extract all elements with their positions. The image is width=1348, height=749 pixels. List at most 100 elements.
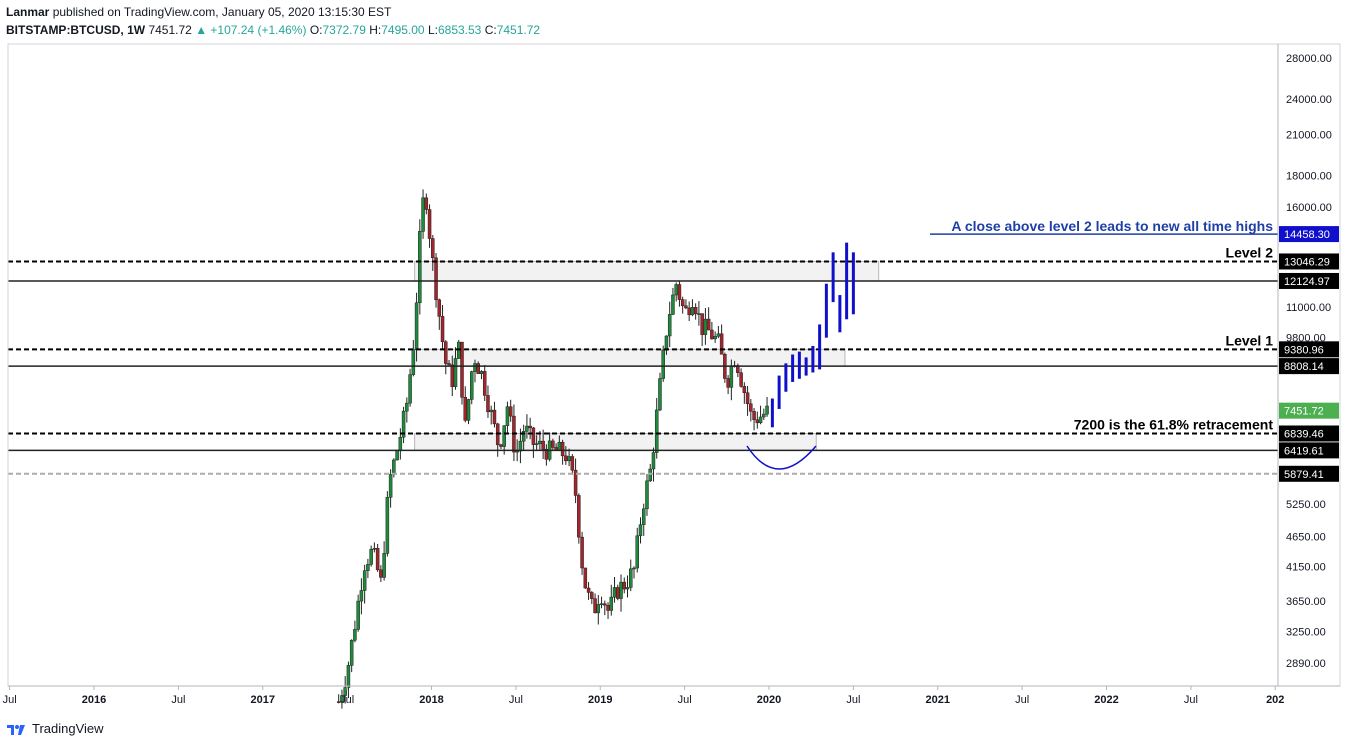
candle <box>525 414 529 439</box>
candle <box>379 565 383 583</box>
candle-body-down <box>437 299 442 317</box>
candle <box>570 454 575 475</box>
candle-body-down <box>541 440 545 450</box>
candle <box>638 517 643 544</box>
candle <box>424 193 429 215</box>
candle <box>382 541 386 581</box>
candle-body-up <box>654 409 659 453</box>
candle <box>690 299 695 317</box>
y-tick-label: 11000.00 <box>1286 302 1331 314</box>
candle-body-down <box>622 581 627 590</box>
high-value: 7495.00 <box>381 23 425 37</box>
candle-body-down <box>447 363 451 366</box>
candle <box>349 639 354 673</box>
candle-body-up <box>356 600 360 630</box>
candle-body-down <box>460 341 464 398</box>
candle <box>693 303 698 320</box>
candle-body-down <box>531 427 536 445</box>
x-tick-label: 2021 <box>926 694 950 706</box>
candle <box>521 424 526 451</box>
low-label: L: <box>427 23 438 37</box>
tradingview-footer[interactable]: TradingView <box>6 721 104 736</box>
y-tick-label: 28000.00 <box>1286 53 1332 65</box>
candle <box>431 235 435 271</box>
candle <box>677 281 682 307</box>
candle-body-down <box>375 548 380 571</box>
candle-body-down <box>680 299 685 307</box>
candle <box>551 438 555 451</box>
candle-body-up <box>408 374 412 404</box>
candle <box>476 361 480 374</box>
candle-body-up <box>596 604 601 614</box>
candle <box>629 559 633 592</box>
candle-body-up <box>599 603 604 605</box>
candle <box>427 204 432 248</box>
candle-body-up <box>625 587 630 590</box>
open-label: O: <box>309 23 323 37</box>
candle-body-up <box>538 440 542 444</box>
candle-body-up <box>641 508 646 525</box>
candle-body-up <box>762 413 766 418</box>
candle <box>603 600 607 616</box>
candle-body-down <box>564 455 568 462</box>
candle <box>580 531 584 575</box>
candle-body-down <box>749 403 753 412</box>
candle <box>713 331 717 343</box>
candle <box>622 577 627 594</box>
candle-body-up <box>629 568 633 588</box>
candle-body-down <box>684 305 688 309</box>
candle-body-down <box>593 598 597 614</box>
low-value: 6853.53 <box>437 23 482 37</box>
candle <box>489 405 493 425</box>
author-name[interactable]: Lanmar <box>6 5 50 19</box>
y-tick-label: 4150.00 <box>1286 562 1326 574</box>
annotation-level-2: Level 2 <box>1226 244 1274 260</box>
candle-body-down <box>752 411 756 420</box>
price-label: 12124.97 <box>1279 272 1339 289</box>
candle <box>752 408 756 431</box>
publish-line: Lanmar published on TradingView.com, Jan… <box>6 4 1006 20</box>
candle <box>343 676 347 704</box>
candle-body-up <box>401 410 406 438</box>
candle <box>632 566 636 579</box>
candle-body-down <box>580 536 584 569</box>
candle-body-up <box>765 405 769 415</box>
candle-body-up <box>418 231 422 304</box>
candle-body-up <box>349 639 354 666</box>
candle-body-up <box>340 695 344 703</box>
symbol-line: BITSTAMP:BTCUSD, 1W 7451.72 ▲ +107.24 (+… <box>6 22 1006 38</box>
y-tick-label: 2890.00 <box>1286 658 1326 670</box>
price-label: 8808.14 <box>1279 358 1339 375</box>
candle <box>654 397 659 459</box>
candle-body-up <box>525 425 529 432</box>
candle-body-down <box>499 444 503 447</box>
candle <box>762 408 766 420</box>
close-label: C: <box>484 23 497 37</box>
candle <box>359 578 364 615</box>
price-label-bg <box>1279 442 1339 459</box>
candle-body-up <box>667 314 672 337</box>
candle <box>758 405 763 425</box>
candle-body-up <box>758 416 763 424</box>
candle <box>531 426 536 458</box>
price-label: 6839.46 <box>1279 425 1339 442</box>
candle-body-down <box>687 307 691 316</box>
candle-body-up <box>518 440 523 452</box>
candle-body-down <box>583 567 588 589</box>
candle-body-down <box>606 604 610 611</box>
price-label-bg <box>1279 226 1339 243</box>
candle-body-up <box>648 468 652 482</box>
price-label-bg <box>1279 425 1339 442</box>
candle-body-up <box>388 474 393 498</box>
candle <box>463 386 467 423</box>
candle <box>687 301 691 321</box>
price-label-bg <box>1279 341 1339 358</box>
price-label-text: 5879.41 <box>1284 469 1324 481</box>
candle-body-up <box>661 349 665 379</box>
candle-body-up <box>489 409 493 413</box>
candle-body-down <box>570 456 575 471</box>
candle-body-down <box>742 386 747 393</box>
candle-body-up <box>385 497 390 554</box>
tradingview-brand: TradingView <box>32 721 104 736</box>
